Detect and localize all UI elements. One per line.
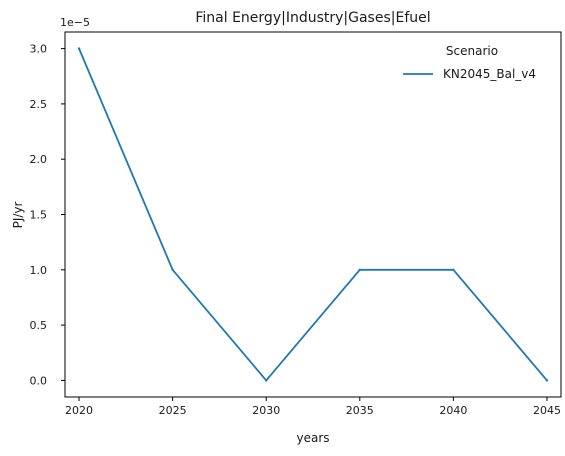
y-tick-label: 3.0 (30, 43, 48, 56)
x-axis-label: years (296, 431, 329, 445)
legend-title: Scenario (446, 44, 498, 58)
data-point (358, 268, 361, 272)
data-point (452, 268, 455, 272)
x-tick-label: 2040 (439, 404, 467, 417)
y-axis: 0.0 0.5 1.0 1.5 2.0 2.5 3.0 (30, 43, 65, 387)
legend: Scenario KN2045_Bal_v4 (403, 44, 536, 81)
chart-title: Final Energy|Industry|Gases|Efuel (195, 10, 430, 26)
x-axis: 2020 2025 2030 2035 2040 2045 (65, 397, 561, 417)
x-tick-label: 2035 (346, 404, 374, 417)
y-tick-label: 2.5 (30, 98, 48, 111)
data-point (171, 268, 174, 272)
y-tick-label: 1.5 (30, 209, 48, 222)
y-tick-label: 1.0 (30, 264, 48, 277)
y-tick-label: 0.5 (30, 319, 48, 332)
y-axis-label: PJ/yr (11, 202, 25, 229)
x-tick-label: 2045 (533, 404, 561, 417)
plot-frame (64, 31, 562, 398)
x-tick-label: 2025 (159, 404, 187, 417)
x-tick-label: 2020 (65, 404, 93, 417)
data-point (77, 47, 81, 50)
y-tick-label: 0.0 (30, 374, 48, 387)
data-point (265, 379, 268, 382)
series-layer (77, 47, 549, 382)
y-offset-label: 1e−5 (60, 16, 90, 29)
data-point (545, 379, 549, 382)
series-line-kn2045-bal-v4 (78, 48, 548, 382)
x-tick-label: 2030 (252, 404, 280, 417)
y-tick-label: 2.0 (30, 153, 48, 166)
legend-label-kn2045-bal-v4: KN2045_Bal_v4 (443, 67, 536, 81)
plot-area (64, 31, 562, 398)
